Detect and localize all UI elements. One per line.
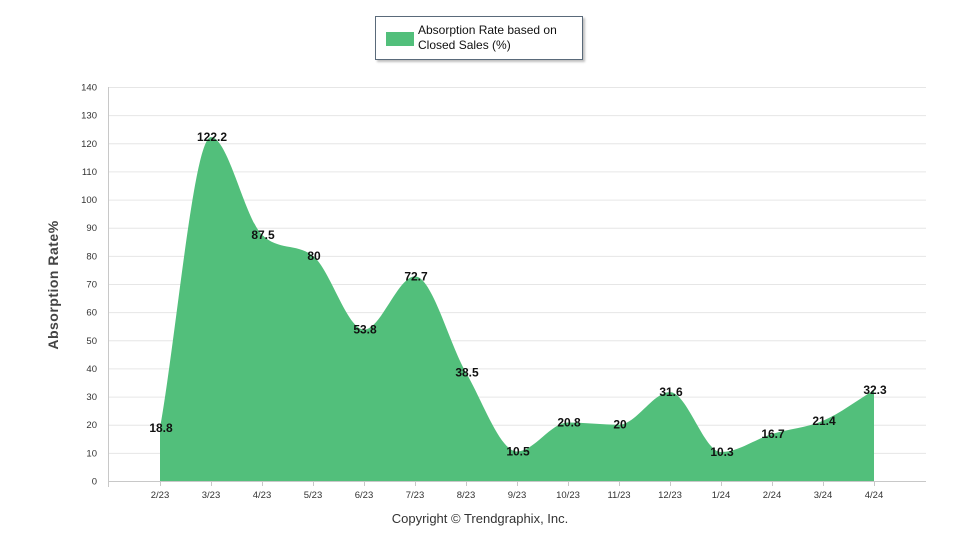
data-label: 18.8 [149,421,173,435]
data-label: 10.5 [506,444,530,458]
data-label: 21.4 [812,414,836,428]
x-tick-label: 4/23 [253,490,272,501]
legend-swatch [386,32,414,46]
legend-label-line2: Closed Sales (%) [418,38,511,52]
y-tick-label: 130 [81,111,97,122]
data-label: 10.3 [710,445,734,459]
y-tick-label: 60 [86,308,97,319]
x-tick-label: 6/23 [355,490,374,501]
data-label: 20.8 [557,415,581,429]
data-label: 80 [307,249,321,263]
y-tick-label: 140 [81,83,97,94]
x-tick-label: 8/23 [457,490,476,501]
legend: Absorption Rate based on Closed Sales (%… [375,16,583,60]
data-labels: 18.8 122.2 87.5 80 53.8 72.7 38.5 10.5 20.8 20 31.… [149,130,887,459]
data-label: 16.7 [761,427,785,441]
y-tick-label: 30 [86,392,97,403]
series-area-fill [160,137,874,481]
x-tick-label: 3/23 [202,490,221,501]
y-tick-label: 70 [86,280,97,291]
data-label: 31.6 [659,385,683,399]
x-tick-label: 12/23 [658,490,682,501]
data-label: 38.5 [455,366,479,380]
data-label: 122.2 [197,130,227,144]
y-tick-label: 100 [81,195,97,206]
x-tick-label: 5/23 [304,490,323,501]
x-tick-label: 4/24 [865,490,884,501]
x-tick-label: 10/23 [556,490,580,501]
x-tick-label: 11/23 [607,490,630,501]
y-tick-label: 20 [86,420,97,431]
series-area [160,137,874,481]
x-tick-label: 9/23 [508,490,527,501]
data-label: 32.3 [863,383,887,397]
y-tick-label: 80 [86,251,97,262]
legend-label: Absorption Rate based on Closed Sales (%… [418,23,578,53]
x-tick-label: 3/24 [814,490,833,501]
data-label: 87.5 [251,228,275,242]
data-label: 20 [613,418,627,432]
copyright-footer: Copyright © Trendgraphix, Inc. [391,511,569,526]
data-label: 53.8 [353,323,377,337]
y-axis-title: Absorption Rate% [45,220,61,349]
y-tick-label: 0 [92,477,97,488]
y-tick-label: 10 [86,448,97,459]
data-label: 72.7 [404,269,428,283]
x-tick-label: 2/24 [763,490,782,501]
x-tick-label: 2/23 [151,490,170,501]
x-tick-label: 7/23 [406,490,425,501]
y-tick-label: 50 [86,336,97,347]
x-tick-label: 1/24 [712,490,731,501]
axes: 0 10 20 30 40 50 60 70 80 90 100 110 120 130 140 2/23 3/… [81,83,883,502]
y-tick-label: 40 [86,364,97,375]
y-tick-label: 90 [86,223,97,234]
y-tick-label: 120 [81,139,97,150]
y-tick-label: 110 [82,167,97,178]
legend-label-line1: Absorption Rate based on [418,23,557,37]
